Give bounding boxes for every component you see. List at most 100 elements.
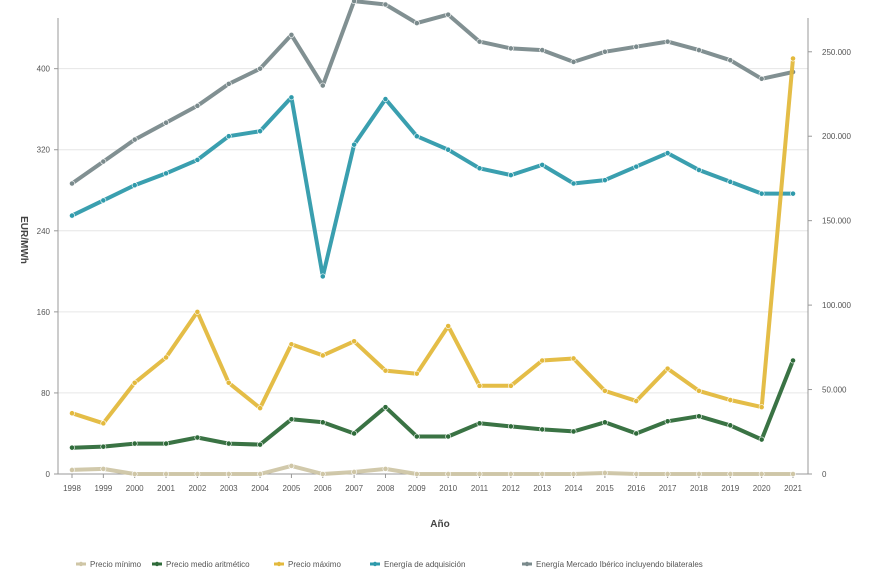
data-point	[758, 75, 765, 82]
data-point	[507, 172, 514, 178]
data-point	[351, 469, 358, 475]
x-tick-label: 2018	[690, 484, 708, 493]
data-point	[633, 163, 640, 170]
data-point	[351, 430, 358, 437]
data-point	[476, 420, 483, 427]
x-tick-label: 1998	[63, 484, 81, 493]
legend-item: Energía de adquisición	[370, 560, 465, 569]
data-point	[727, 397, 734, 403]
left-tick-label: 80	[41, 389, 50, 398]
x-tick-label: 2007	[345, 484, 363, 493]
data-point	[131, 136, 138, 143]
data-point	[507, 45, 514, 52]
left-tick-label: 320	[37, 146, 51, 155]
data-point	[163, 354, 169, 361]
legend-item: Precio mínimo	[76, 560, 142, 569]
data-point	[351, 338, 358, 345]
data-point	[790, 357, 796, 364]
data-point	[633, 430, 640, 437]
data-point	[790, 190, 796, 197]
right-axis-ticks: 0 50.000 100.000 150.000 200.000 250.000	[808, 48, 851, 479]
data-point	[570, 428, 577, 435]
data-point	[194, 471, 201, 477]
data-point	[476, 471, 483, 477]
data-point	[131, 379, 138, 386]
data-point	[100, 466, 107, 472]
data-point	[100, 443, 107, 450]
x-tick-label: 2003	[220, 484, 238, 493]
legend-item: Precio medio aritmético	[152, 560, 250, 569]
x-tick-label: 2009	[408, 484, 426, 493]
data-point	[476, 38, 483, 45]
data-point	[696, 471, 702, 477]
left-tick-label: 0	[46, 470, 51, 479]
legend-marker	[372, 561, 378, 567]
left-tick-label: 400	[37, 65, 51, 74]
x-tick-label: 2013	[533, 484, 551, 493]
series-precio-maximo	[69, 55, 796, 427]
data-point	[131, 471, 138, 477]
data-point	[194, 156, 201, 163]
series-line	[70, 95, 795, 279]
data-point	[570, 59, 577, 65]
data-point	[633, 398, 640, 404]
data-point	[382, 466, 389, 472]
series-energia-mercado-iberico-incluyendo-bilaterales	[69, 0, 796, 187]
data-point	[539, 162, 546, 168]
data-point	[69, 410, 75, 417]
data-point	[257, 405, 263, 412]
x-tick-label: 2019	[721, 484, 739, 493]
left-axis-ticks: 0 80 160 240 320 400	[37, 65, 58, 479]
data-point	[288, 31, 295, 38]
legend-label: Precio máximo	[288, 560, 341, 569]
data-point	[507, 382, 514, 389]
x-tick-label: 2021	[784, 484, 802, 493]
data-point	[351, 141, 358, 148]
data-point	[382, 96, 389, 102]
data-point	[633, 471, 640, 477]
data-point	[696, 388, 702, 394]
data-point	[570, 471, 577, 477]
data-point	[225, 133, 232, 140]
legend-marker	[524, 561, 530, 567]
left-tick-label: 240	[37, 227, 51, 236]
data-point	[602, 470, 608, 476]
data-point	[100, 197, 107, 204]
x-tick-label: 2004	[251, 484, 269, 493]
data-point	[100, 420, 107, 427]
data-point	[413, 133, 420, 140]
data-point	[664, 471, 671, 477]
x-axis-title: Año	[430, 519, 449, 530]
data-point	[570, 180, 577, 187]
series-line	[70, 0, 795, 186]
legend-item: Precio máximo	[274, 560, 341, 569]
x-tick-label: 2015	[596, 484, 614, 493]
data-point	[476, 382, 483, 389]
data-point	[163, 119, 169, 126]
data-point	[225, 379, 232, 386]
data-point	[602, 419, 608, 426]
data-point	[100, 158, 107, 165]
data-point	[288, 416, 295, 423]
data-point	[194, 308, 201, 315]
data-point	[696, 167, 702, 173]
x-tick-label: 2005	[283, 484, 301, 493]
data-point	[413, 20, 420, 26]
x-tick-label: 2020	[753, 484, 771, 493]
data-point	[225, 80, 232, 87]
data-point	[664, 418, 671, 425]
data-point	[194, 102, 201, 109]
data-point	[288, 94, 295, 101]
data-point	[257, 471, 263, 477]
y-axis-left-title: EUR/MWh	[18, 216, 29, 264]
data-point	[790, 471, 796, 477]
data-point	[225, 471, 232, 477]
axes	[57, 18, 809, 475]
data-point	[163, 471, 169, 477]
x-tick-label: 2017	[659, 484, 677, 493]
data-point	[351, 0, 358, 5]
data-point	[539, 357, 546, 364]
data-point	[633, 43, 640, 50]
right-tick-label: 50.000	[822, 386, 847, 395]
